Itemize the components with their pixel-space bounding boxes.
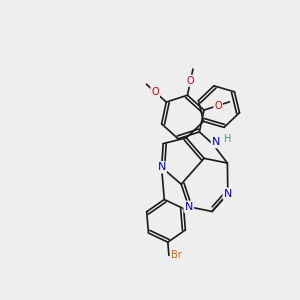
Text: O: O — [152, 87, 159, 97]
Text: N: N — [158, 162, 166, 172]
Text: N: N — [212, 137, 220, 147]
Text: N: N — [184, 202, 193, 212]
Text: O: O — [187, 76, 194, 86]
Text: H: H — [224, 134, 232, 144]
Text: N: N — [224, 189, 232, 199]
Text: O: O — [214, 100, 222, 110]
Text: Br: Br — [171, 250, 182, 260]
